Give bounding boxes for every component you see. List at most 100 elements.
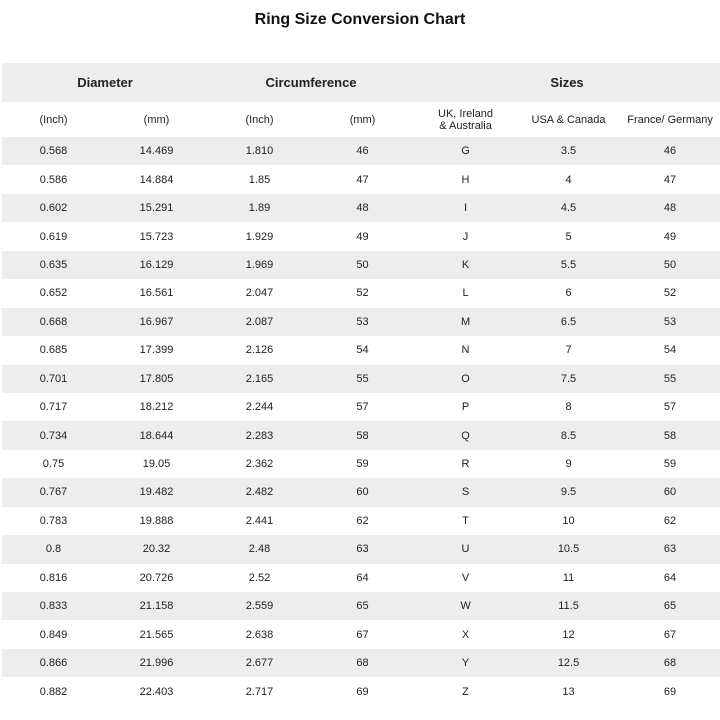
table-cell: 14.884 xyxy=(139,173,174,186)
table-cell: 2.638 xyxy=(245,628,274,641)
table-cell: 0.602 xyxy=(2,193,105,223)
table-cell: 4.5 xyxy=(517,193,621,223)
sub-header: France/ Germany xyxy=(627,113,713,126)
table-cell: 17.805 xyxy=(105,364,209,393)
table-row: 0.734 18.644 2.283 58 Q 8.5 58 xyxy=(2,421,720,450)
table-cell: 18.644 xyxy=(105,421,209,450)
table-cell: 0.75 xyxy=(42,458,65,471)
table-cell: N xyxy=(461,344,470,357)
table-cell: 22.403 xyxy=(139,685,174,698)
table-row: 0.685 17.399 2.126 54 N 7 54 xyxy=(2,336,720,364)
table-cell: 2.283 xyxy=(208,421,312,450)
table-cell: 8 xyxy=(565,401,572,414)
table-cell: 0.685 xyxy=(39,344,68,357)
table-cell: 2.482 xyxy=(208,478,312,507)
table-cell: 62 xyxy=(356,514,369,527)
table-cell: Y xyxy=(414,648,518,678)
table-cell: 54 xyxy=(356,344,369,357)
table-row: 0.75 19.05 2.362 59 R 9 59 xyxy=(2,450,720,478)
table-cell: 0.833 xyxy=(2,592,105,621)
table-cell: 2.441 xyxy=(245,514,274,527)
table-cell: 65 xyxy=(620,592,720,621)
table-cell: 2.717 xyxy=(245,685,274,698)
table-cell: 48 xyxy=(620,193,720,223)
header-diameter: Diameter xyxy=(2,63,209,102)
table-cell: 0.619 xyxy=(39,230,68,243)
sub-header: (Inch) xyxy=(245,113,274,126)
table-row: 0.668 16.967 2.087 53 M 6.5 53 xyxy=(2,307,720,337)
table-cell: 9.5 xyxy=(517,478,621,507)
table-cell: 15.291 xyxy=(105,193,209,223)
table-cell: 53 xyxy=(311,307,415,337)
table-cell: 12.5 xyxy=(517,648,621,678)
table-row: 0.783 19.888 2.441 62 T 10 62 xyxy=(2,507,720,535)
table-cell: 1.969 xyxy=(208,250,312,280)
table-row: 0.619 15.723 1.929 49 J 5 49 xyxy=(2,222,720,250)
ring-size-table: Diameter Circumference Sizes (Inch) (mm)(… xyxy=(2,63,720,706)
table-cell: U xyxy=(414,535,518,564)
table-cell: 2.244 xyxy=(245,401,274,414)
table-cell: 5.5 xyxy=(517,250,621,280)
sub-header: USA & Canada xyxy=(531,113,606,126)
table-cell: 50 xyxy=(620,250,720,280)
table-cell: 17.399 xyxy=(139,344,174,357)
table-cell: 57 xyxy=(663,401,677,414)
table-cell: 2.047 xyxy=(245,287,274,300)
table-cell: 21.996 xyxy=(105,648,209,678)
table-cell: 59 xyxy=(663,458,677,471)
table-cell: 0.652 xyxy=(39,287,68,300)
table-row: 0.833 21.158 2.559 65 W 11.5 65 xyxy=(2,592,720,621)
table-body: 0.568 14.469 1.810 46 G 3.5 46 0.586 14.884 1.85 4… xyxy=(2,137,720,706)
table-cell: 13 xyxy=(562,685,575,698)
table-cell: 16.967 xyxy=(105,307,209,337)
table-cell: 55 xyxy=(311,364,415,393)
table-cell: 7.5 xyxy=(517,364,621,393)
table-cell: V xyxy=(461,571,470,584)
sub-header: (mm) xyxy=(143,113,170,126)
table-row: 0.602 15.291 1.89 48 I 4.5 48 xyxy=(2,193,720,223)
table-cell: 3.5 xyxy=(517,137,621,166)
table-row: 0.717 18.212 2.244 57 P 8 57 xyxy=(2,393,720,421)
table-cell: 63 xyxy=(620,535,720,564)
table-row: 0.652 16.561 2.047 52 L 6 52 xyxy=(2,279,720,307)
table-cell: 2.087 xyxy=(208,307,312,337)
table-cell: 2.48 xyxy=(208,535,312,564)
table-cell: 15.723 xyxy=(139,230,174,243)
table-cell: 8.5 xyxy=(517,421,621,450)
table-cell: 2.165 xyxy=(208,364,312,393)
table-cell: H xyxy=(461,173,470,186)
table-cell: 59 xyxy=(356,458,369,471)
table-cell: 63 xyxy=(311,535,415,564)
table-cell: 21.565 xyxy=(139,628,174,641)
table-cell: 19.05 xyxy=(142,458,171,471)
table-cell: 50 xyxy=(311,250,415,280)
table-cell: 47 xyxy=(663,173,677,186)
table-cell: 19.482 xyxy=(105,478,209,507)
table-cell: 1.89 xyxy=(208,193,312,223)
table-cell: G xyxy=(414,137,518,166)
table-cell: 1.929 xyxy=(245,230,274,243)
table-cell: 46 xyxy=(620,137,720,166)
table-cell: 52 xyxy=(356,287,369,300)
table-cell: 0.734 xyxy=(2,421,105,450)
table-cell: 58 xyxy=(311,421,415,450)
table-cell: 6.5 xyxy=(517,307,621,337)
table-cell: 0.8 xyxy=(2,535,105,564)
table-cell: M xyxy=(414,307,518,337)
table-cell: 60 xyxy=(620,478,720,507)
table-row: 0.701 17.805 2.165 55 O 7.5 55 xyxy=(2,364,720,393)
table-cell: 16.561 xyxy=(139,287,174,300)
table-cell: R xyxy=(461,458,470,471)
table-cell: 0.767 xyxy=(2,478,105,507)
table-row: 0.568 14.469 1.810 46 G 3.5 46 xyxy=(2,137,720,166)
table-cell: 10 xyxy=(562,514,575,527)
table-cell: 0.849 xyxy=(39,628,68,641)
table-cell: 54 xyxy=(663,344,677,357)
table-row: 0.767 19.482 2.482 60 S 9.5 60 xyxy=(2,478,720,507)
table-row: 0.866 21.996 2.677 68 Y 12.5 68 xyxy=(2,648,720,678)
table-cell: J xyxy=(462,230,469,243)
table-cell: 1.810 xyxy=(208,137,312,166)
table-cell: L xyxy=(462,287,469,300)
table-row: 0.816 20.726 2.52 64 V 11 64 xyxy=(2,564,720,592)
table-cell: 4 xyxy=(565,173,572,186)
